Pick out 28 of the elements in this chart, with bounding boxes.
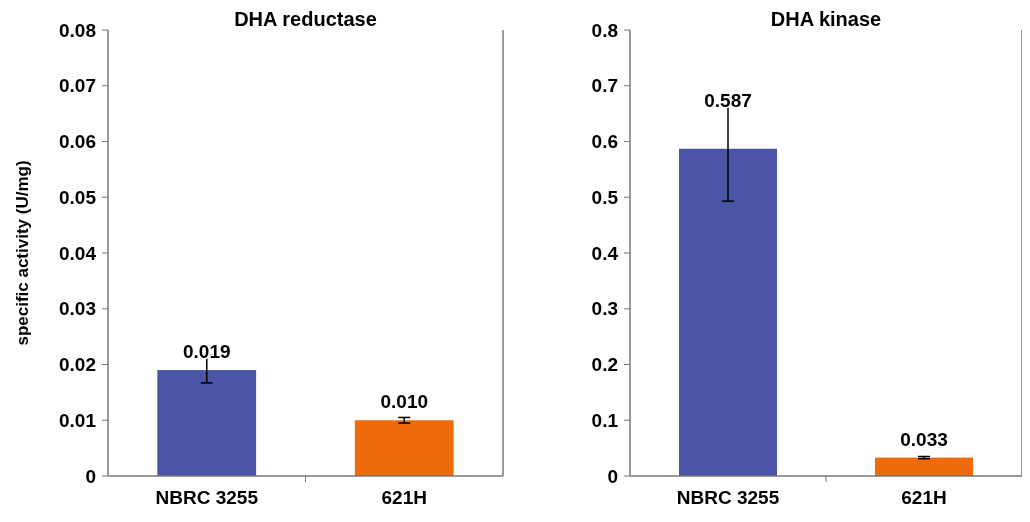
y-tick-label: 0.1 — [591, 409, 619, 431]
chart-title: DHA kinase — [770, 8, 882, 30]
x-tick-label: NBRC 3255 — [155, 487, 259, 508]
y-tick-label: 0 — [607, 465, 618, 487]
y-tick-label: 0.8 — [591, 19, 618, 41]
y-tick-label: 0.01 — [59, 409, 97, 431]
y-tick-label: 0.03 — [59, 298, 96, 320]
chart-title: DHA reductase — [234, 8, 377, 30]
y-tick-label: 0.6 — [591, 131, 618, 153]
x-tick-label: 621H — [901, 487, 947, 508]
y-tick-label: 0.2 — [591, 354, 618, 376]
y-tick-label: 0.5 — [591, 186, 619, 208]
data-label: 0.019 — [182, 341, 231, 363]
y-tick-label: 0.4 — [591, 242, 619, 264]
y-tick-label: 0.05 — [59, 186, 97, 208]
data-label: 0.010 — [380, 391, 429, 413]
x-tick-label: NBRC 3255 — [676, 487, 780, 508]
y-tick-label: 0.3 — [591, 298, 618, 320]
y-tick-label: 0.08 — [59, 19, 96, 41]
y-tick-label: 0.7 — [591, 75, 618, 97]
y-tick-label: 0.07 — [59, 75, 96, 97]
y-tick-label: 0.04 — [59, 242, 97, 264]
y-tick-label: 0 — [85, 465, 96, 487]
x-tick-label: 621H — [381, 487, 427, 508]
y-axis-title: specific activity (U/mg) — [13, 160, 32, 346]
data-label: 0.033 — [900, 428, 948, 450]
y-tick-label: 0.02 — [59, 354, 96, 376]
y-tick-label: 0.06 — [59, 131, 96, 153]
